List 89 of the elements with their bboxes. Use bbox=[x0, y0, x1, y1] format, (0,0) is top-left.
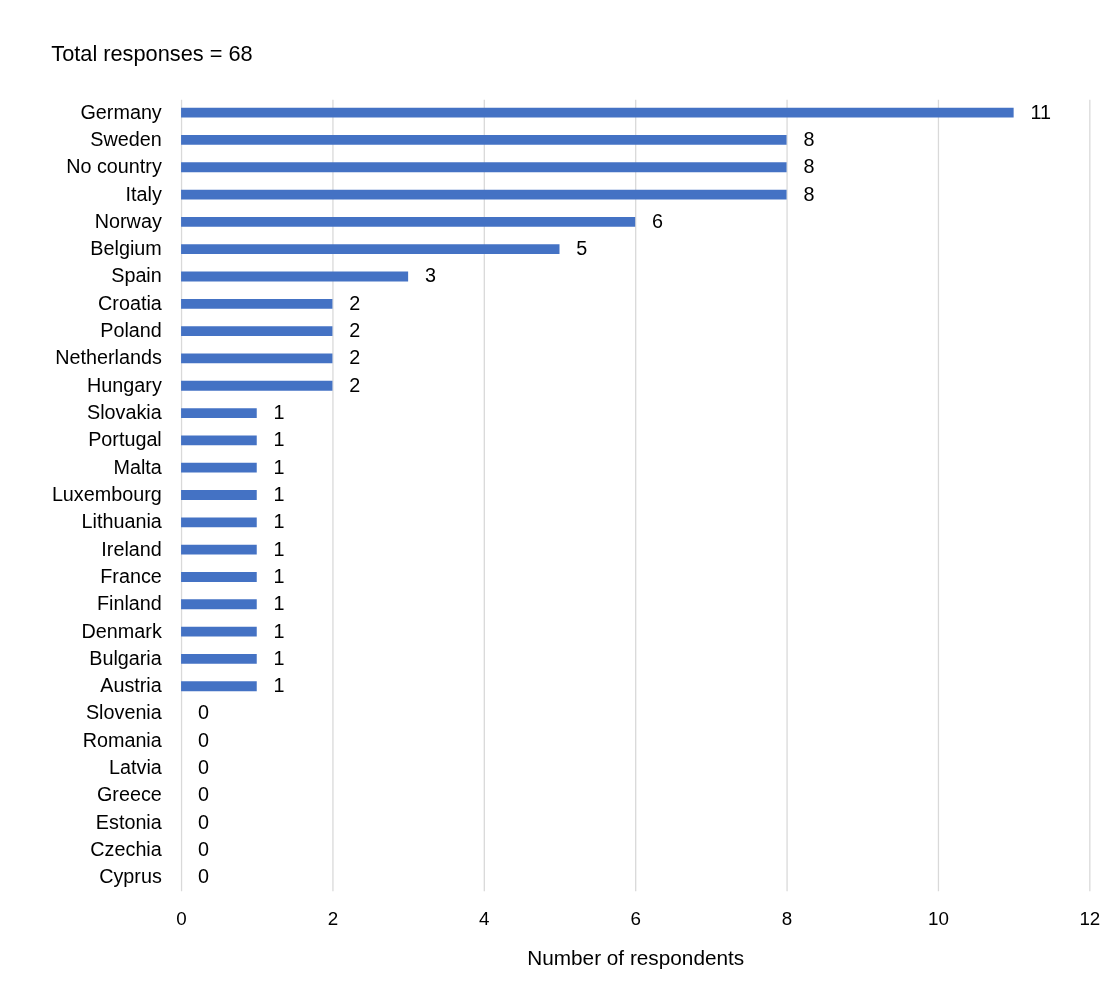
y-tick-label: Luxembourg bbox=[51, 482, 162, 505]
bar bbox=[181, 408, 257, 418]
y-tick-label: Norway bbox=[94, 209, 162, 232]
y-tick-label: Latvia bbox=[109, 756, 162, 779]
x-tick-label: 0 bbox=[176, 907, 187, 929]
bar bbox=[181, 298, 333, 309]
y-tick-label: Denmark bbox=[81, 619, 162, 642]
bar bbox=[181, 189, 787, 200]
y-tick-label: Germany bbox=[80, 100, 162, 123]
data-label: 2 bbox=[349, 291, 361, 314]
x-axis-title: Number of respondents bbox=[527, 946, 745, 970]
x-tick-label: 6 bbox=[630, 907, 641, 929]
y-tick-label: Lithuania bbox=[81, 510, 162, 533]
data-label: 1 bbox=[273, 674, 285, 697]
data-label: 0 bbox=[197, 865, 209, 888]
y-tick-label: Austria bbox=[100, 674, 162, 697]
x-tick-label: 4 bbox=[479, 907, 490, 929]
y-tick-label: Poland bbox=[100, 319, 162, 342]
bar bbox=[181, 681, 257, 692]
bar bbox=[181, 517, 257, 528]
data-label: 1 bbox=[273, 619, 285, 642]
data-label: 1 bbox=[273, 646, 285, 669]
data-label: 0 bbox=[197, 728, 209, 751]
data-label: 1 bbox=[273, 401, 285, 424]
bar bbox=[181, 216, 636, 227]
y-tick-label: Ireland bbox=[101, 537, 162, 560]
bar bbox=[181, 353, 333, 364]
bar bbox=[181, 626, 257, 637]
data-label: 3 bbox=[424, 264, 436, 287]
bar bbox=[181, 107, 1014, 118]
bar bbox=[181, 544, 257, 555]
y-tick-label: Romania bbox=[82, 728, 162, 751]
data-label: 2 bbox=[349, 319, 361, 342]
y-tick-label: Netherlands bbox=[55, 346, 162, 369]
data-label: 1 bbox=[273, 592, 285, 615]
data-label: 2 bbox=[349, 373, 361, 396]
bar bbox=[181, 326, 333, 337]
bar bbox=[181, 653, 257, 664]
data-label: 8 bbox=[803, 182, 815, 205]
data-label: 1 bbox=[273, 510, 285, 533]
bar bbox=[181, 162, 787, 173]
data-label: 1 bbox=[273, 455, 285, 478]
bar bbox=[181, 244, 560, 255]
y-tick-label: Estonia bbox=[95, 810, 162, 833]
data-label: 1 bbox=[273, 564, 285, 587]
chart-title: Total responses = 68 bbox=[51, 40, 253, 66]
data-label: 1 bbox=[273, 537, 285, 560]
y-tick-label: Malta bbox=[113, 455, 162, 478]
bar bbox=[181, 490, 257, 500]
y-tick-label: No country bbox=[66, 155, 162, 178]
bar bbox=[181, 135, 787, 145]
bar bbox=[181, 271, 409, 282]
y-tick-label: Finland bbox=[96, 592, 162, 615]
data-label: 2 bbox=[349, 346, 361, 369]
y-tick-label: Slovenia bbox=[85, 701, 162, 724]
x-tick-label: 10 bbox=[928, 907, 949, 929]
bar bbox=[181, 380, 333, 391]
y-tick-label: Czechia bbox=[90, 838, 162, 861]
data-label: 0 bbox=[197, 810, 209, 833]
x-tick-label: 12 bbox=[1079, 907, 1101, 929]
y-tick-label: Belgium bbox=[90, 237, 162, 260]
y-tick-label: Croatia bbox=[98, 291, 162, 314]
data-label: 5 bbox=[576, 237, 588, 260]
data-label: 0 bbox=[197, 701, 209, 724]
data-label: 0 bbox=[197, 838, 209, 861]
data-label: 6 bbox=[652, 209, 664, 232]
bar bbox=[181, 435, 257, 446]
data-label: 1 bbox=[273, 428, 285, 451]
y-tick-label: Portugal bbox=[88, 428, 162, 451]
data-label: 8 bbox=[803, 127, 815, 150]
y-tick-label: Bulgaria bbox=[89, 646, 162, 669]
y-tick-label: Hungary bbox=[87, 373, 162, 396]
y-tick-label: Greece bbox=[96, 783, 162, 806]
y-tick-label: Cyprus bbox=[99, 865, 162, 888]
y-tick-label: Sweden bbox=[90, 127, 162, 150]
y-tick-label: Spain bbox=[111, 264, 162, 287]
data-label: 0 bbox=[197, 756, 209, 779]
y-tick-label: Italy bbox=[125, 182, 162, 205]
data-label: 11 bbox=[1030, 100, 1051, 123]
x-tick-label: 2 bbox=[327, 907, 339, 929]
bar bbox=[181, 572, 257, 582]
data-label: 8 bbox=[803, 155, 815, 178]
data-label: 1 bbox=[273, 482, 285, 505]
bar bbox=[181, 462, 257, 473]
x-tick-label: 8 bbox=[781, 907, 793, 929]
y-tick-label: France bbox=[100, 564, 162, 587]
bar bbox=[181, 599, 257, 610]
data-label: 0 bbox=[197, 783, 209, 806]
y-tick-label: Slovakia bbox=[87, 401, 162, 424]
